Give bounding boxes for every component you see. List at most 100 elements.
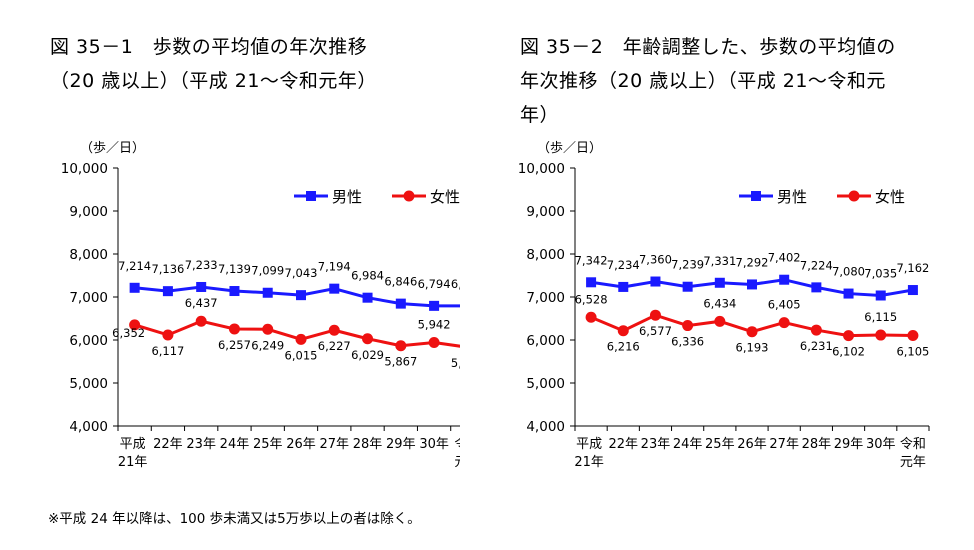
legend-marker-circle (403, 190, 415, 202)
x-tick-label: 28年 (353, 437, 383, 452)
data-label-male: 7,292 (736, 255, 769, 269)
footnote: ※平成 24 年以降は、100 歩未満又は5万歩以上の者は除く。 (48, 511, 421, 527)
data-point-male (129, 282, 140, 293)
data-point-male (907, 285, 918, 296)
chart-title: 図 35－2 年齢調整した、歩数の平均値の 年次推移（20 歳以上）（平成 21… (520, 30, 940, 132)
data-label-female: 6,117 (151, 344, 184, 358)
legend-marker-square (306, 191, 316, 201)
x-tick-label: 24年 (220, 437, 250, 452)
data-point-male (395, 298, 406, 309)
y-tick-label: 7,000 (69, 290, 108, 306)
x-tick-label: 26年 (286, 437, 316, 452)
chart-title-line: （20 歳以上）（平成 21～令和元年） (50, 70, 377, 92)
y-tick-label: 4,000 (526, 419, 565, 435)
y-axis-label: （歩／日） (537, 141, 602, 156)
data-label-female: 5,942 (418, 317, 451, 331)
legend-label: 女性 (430, 188, 460, 206)
data-point-male (779, 274, 790, 285)
chart-title-line: 年次推移（20 歳以上）（平成 21～令和元 (520, 70, 886, 92)
data-point-male (586, 277, 597, 288)
chart-title-line: 図 35－2 年齢調整した、歩数の平均値の (520, 36, 896, 58)
legend-label: 男性 (332, 188, 362, 206)
data-point-male (429, 300, 440, 311)
chart-panel-steps-age-adjusted: 図 35－2 年齢調整した、歩数の平均値の 年次推移（20 歳以上）（平成 21… (487, 0, 947, 500)
data-label-female: 6,528 (575, 292, 608, 306)
data-label-male: 7,342 (575, 253, 608, 267)
x-tick-label: 29年 (834, 437, 864, 452)
data-point-female (129, 319, 141, 331)
x-tick-label: 平成 (120, 437, 146, 452)
x-tick-label: 24年 (673, 437, 703, 452)
data-point-female (262, 323, 274, 335)
data-point-female (162, 329, 174, 341)
x-tick-label: 23年 (186, 437, 216, 452)
data-label-female: 6,434 (703, 296, 736, 310)
data-point-male (747, 279, 757, 290)
data-label-female: 5,867 (384, 355, 417, 369)
data-label-female: 6,029 (351, 348, 384, 362)
x-tick-label: 平成 (576, 437, 602, 452)
y-axis-label: （歩／日） (80, 141, 145, 156)
legend-label: 女性 (875, 188, 905, 206)
data-label-female: 5,832 (451, 356, 460, 370)
data-point-male (650, 276, 661, 287)
data-point-female (428, 336, 440, 348)
data-label-male: 7,233 (185, 258, 218, 272)
legend-label: 男性 (777, 188, 807, 206)
data-point-male (362, 292, 373, 303)
data-label-male: 6,984 (351, 269, 384, 283)
x-tick-label: 21年 (118, 455, 148, 470)
data-label-female: 6,105 (896, 344, 929, 358)
data-point-female (810, 324, 822, 336)
y-tick-label: 10,000 (518, 161, 565, 177)
data-point-female (907, 329, 919, 341)
x-tick-label: 29年 (386, 437, 416, 452)
data-label-male: 7,194 (318, 260, 351, 274)
x-tick-label: 25年 (253, 437, 283, 452)
data-label-male: 7,162 (896, 261, 929, 275)
data-label-male: 7,214 (118, 259, 151, 273)
data-label-female: 6,352 (112, 326, 145, 340)
data-label-male: 7,080 (832, 265, 865, 279)
data-label-female: 6,249 (251, 338, 284, 352)
chart-title-line: 年） (520, 104, 560, 126)
data-label-female: 6,115 (864, 310, 897, 324)
x-tick-label: 27年 (319, 437, 349, 452)
data-label-male: 7,136 (151, 262, 184, 276)
data-label-male: 7,139 (218, 262, 251, 276)
data-point-female (714, 315, 726, 327)
data-point-male (196, 281, 207, 292)
chart-panel-steps: 図 35－1 歩数の平均値の年次推移 （20 歳以上）（平成 21～令和元年） … (0, 0, 460, 500)
data-point-female (778, 317, 790, 329)
x-tick-label: 27年 (769, 437, 799, 452)
x-tick-label: 23年 (641, 437, 671, 452)
y-tick-label: 8,000 (526, 247, 565, 263)
data-label-female: 6,577 (639, 324, 672, 338)
data-label-male: 7,099 (251, 264, 284, 278)
data-point-female (617, 325, 629, 337)
data-point-male (229, 286, 240, 297)
data-label-female: 6,231 (800, 339, 833, 353)
chart-title-line: 図 35－1 歩数の平均値の年次推移 (50, 36, 368, 58)
x-tick-label: 21年 (574, 455, 604, 470)
data-point-female (875, 329, 887, 341)
x-tick-label: 22年 (608, 437, 638, 452)
y-tick-label: 6,000 (526, 333, 565, 349)
x-tick-label: 22年 (153, 437, 183, 452)
data-point-female (585, 311, 597, 323)
data-label-male: 7,360 (639, 253, 672, 267)
data-label-female: 6,102 (832, 345, 865, 359)
data-point-female (228, 323, 240, 335)
x-tick-label: 25年 (705, 437, 735, 452)
x-tick-label: 令和 (900, 437, 926, 452)
x-tick-label: 元年 (900, 455, 926, 470)
data-label-female: 6,336 (671, 335, 704, 349)
data-label-male: 6,793 (451, 277, 460, 291)
data-label-female: 6,257 (218, 338, 251, 352)
data-point-female (395, 340, 407, 352)
line-chart-steps: （歩／日） 4,000 5,000 6,000 7,000 8,000 9,000 10,00… (61, 141, 460, 470)
y-tick-label: 5,000 (526, 376, 565, 392)
data-label-male: 7,402 (768, 251, 801, 265)
data-label-male: 7,224 (800, 258, 833, 272)
data-point-female (843, 330, 855, 342)
